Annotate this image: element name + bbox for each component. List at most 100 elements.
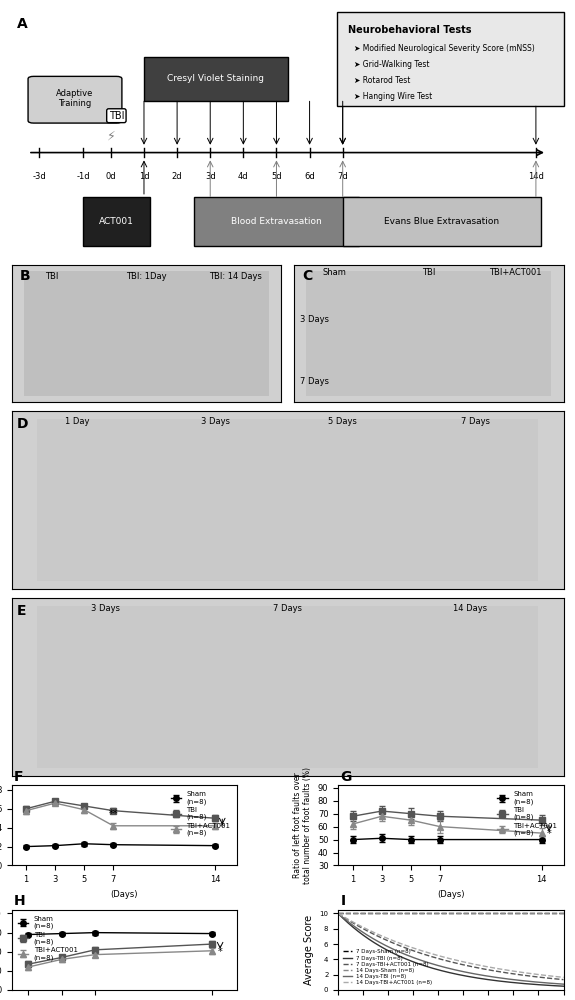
14 Days-TBI+ACT001 (n=8) [519, 967, 526, 979]
Text: *: * [220, 822, 225, 832]
7 Days-TBI (n=8) [469, 971, 476, 983]
14 Days-Sham (n=8) [457, 907, 463, 919]
7 Days-TBI (n=8) [442, 966, 448, 978]
Text: Evans Blue Extravasation: Evans Blue Extravasation [385, 217, 500, 226]
7 Days-Sham (n=8) [442, 907, 448, 919]
14 Days-TBI (n=8) [519, 975, 526, 987]
Legend: Sham
(n=8), TBI
(n=8), TBI+ACT001
(n=8): Sham (n=8), TBI (n=8), TBI+ACT001 (n=8) [15, 913, 81, 963]
14 Days-TBI (n=8) [560, 978, 567, 990]
7 Days-TBI (n=8) [443, 966, 450, 978]
7 Days-TBI+ACT001 (n=8) [469, 961, 476, 973]
Text: 14d: 14d [528, 172, 544, 181]
Text: I: I [340, 894, 346, 908]
Text: *: * [547, 829, 551, 839]
Text: ➤ Grid-Walking Test: ➤ Grid-Walking Test [354, 60, 430, 69]
Text: -1d: -1d [76, 172, 90, 181]
14 Days-Sham (n=8) [442, 907, 448, 919]
14 Days-TBI+ACT001 (n=8) [443, 952, 450, 964]
7 Days-TBI (n=8) [555, 980, 562, 992]
Text: 5d: 5d [271, 172, 282, 181]
14 Days-Sham (n=8) [560, 907, 567, 919]
14 Days-TBI+ACT001 (n=8) [335, 907, 342, 919]
Text: 6d: 6d [304, 172, 315, 181]
14 Days-Sham (n=8) [335, 907, 342, 919]
Text: A: A [17, 17, 28, 31]
Text: G: G [340, 770, 352, 784]
Text: 0d: 0d [106, 172, 116, 181]
Text: ACT001: ACT001 [99, 217, 134, 226]
Text: B: B [20, 269, 30, 283]
14 Days-Sham (n=8) [469, 907, 476, 919]
Text: ➤ Modified Neurological Severity Score (mNSS): ➤ Modified Neurological Severity Score (… [354, 44, 535, 53]
Polygon shape [37, 606, 538, 768]
Text: -3d: -3d [32, 172, 46, 181]
Text: ➤ Hanging Wire Test: ➤ Hanging Wire Test [354, 92, 432, 101]
Text: Blood Extravasation: Blood Extravasation [231, 217, 322, 226]
14 Days-Sham (n=8) [555, 907, 562, 919]
Line: 7 Days-TBI+ACT001 (n=8): 7 Days-TBI+ACT001 (n=8) [338, 913, 564, 980]
7 Days-TBI (n=8) [457, 969, 463, 981]
Text: 7 Days: 7 Days [300, 377, 329, 386]
Text: H: H [14, 894, 25, 908]
Text: Adaptive
Training: Adaptive Training [56, 89, 94, 108]
X-axis label: (Days): (Days) [110, 890, 138, 899]
Text: 5 Days: 5 Days [328, 417, 357, 426]
7 Days-TBI+ACT001 (n=8) [443, 955, 450, 967]
Polygon shape [306, 271, 551, 396]
Text: F: F [14, 770, 23, 784]
Text: 3 Days: 3 Days [91, 604, 120, 613]
Text: ⚡: ⚡ [106, 130, 115, 143]
FancyBboxPatch shape [28, 76, 122, 123]
Text: TBI: 1Day: TBI: 1Day [126, 272, 166, 281]
Text: Cresyl Violet Staining: Cresyl Violet Staining [167, 74, 264, 83]
14 Days-Sham (n=8) [519, 907, 526, 919]
Text: 3d: 3d [205, 172, 216, 181]
7 Days-TBI+ACT001 (n=8) [457, 958, 463, 970]
Line: 14 Days-TBI (n=8): 14 Days-TBI (n=8) [338, 913, 564, 984]
7 Days-TBI+ACT001 (n=8) [442, 954, 448, 966]
Line: 7 Days-TBI (n=8): 7 Days-TBI (n=8) [338, 913, 564, 986]
Polygon shape [37, 419, 538, 581]
14 Days-TBI (n=8) [457, 965, 463, 977]
7 Days-TBI (n=8) [560, 980, 567, 992]
7 Days-TBI+ACT001 (n=8) [560, 974, 567, 986]
14 Days-TBI+ACT001 (n=8) [442, 951, 448, 963]
Legend: 7 Days-Sham (n=8), 7 Days-TBI (n=8), 7 Days-TBI+ACT001 (n=8), 14 Days-Sham (n=8): 7 Days-Sham (n=8), 7 Days-TBI (n=8), 7 D… [341, 947, 434, 987]
7 Days-Sham (n=8) [469, 907, 476, 919]
FancyBboxPatch shape [343, 197, 542, 246]
X-axis label: (Days): (Days) [437, 890, 465, 899]
Text: 3 Days: 3 Days [300, 315, 329, 324]
7 Days-Sham (n=8) [335, 907, 342, 919]
7 Days-TBI (n=8) [335, 907, 342, 919]
Legend: Sham
(n=8), TBI
(n=8), TBI+ACT001
(n=8): Sham (n=8), TBI (n=8), TBI+ACT001 (n=8) [494, 789, 560, 839]
14 Days-TBI+ACT001 (n=8) [555, 971, 562, 983]
Text: 7 Days: 7 Days [461, 417, 490, 426]
14 Days-TBI+ACT001 (n=8) [457, 955, 463, 967]
Text: *: * [218, 947, 223, 957]
Legend: Sham
(n=8), TBI
(n=8), TBI+ACT001
(n=8): Sham (n=8), TBI (n=8), TBI+ACT001 (n=8) [168, 789, 233, 839]
Text: TBI+ACT001: TBI+ACT001 [489, 268, 541, 277]
Text: Sham: Sham [323, 268, 347, 277]
Text: TBI: TBI [45, 272, 59, 281]
14 Days-Sham (n=8) [443, 907, 450, 919]
Text: 3 Days: 3 Days [201, 417, 230, 426]
Text: C: C [302, 269, 313, 283]
Polygon shape [24, 271, 269, 396]
14 Days-TBI (n=8) [442, 961, 448, 973]
Text: 7d: 7d [338, 172, 348, 181]
Text: **: ** [109, 809, 118, 819]
Text: E: E [17, 604, 26, 618]
FancyBboxPatch shape [144, 57, 288, 101]
14 Days-TBI (n=8) [335, 907, 342, 919]
Text: 1d: 1d [139, 172, 150, 181]
FancyBboxPatch shape [337, 12, 564, 106]
FancyBboxPatch shape [194, 197, 359, 246]
Text: 14 Days: 14 Days [453, 604, 486, 613]
7 Days-TBI (n=8) [519, 977, 526, 989]
7 Days-TBI+ACT001 (n=8) [555, 973, 562, 985]
14 Days-TBI (n=8) [555, 978, 562, 990]
Text: ➤ Rotarod Test: ➤ Rotarod Test [354, 76, 410, 85]
Y-axis label: Average Score: Average Score [304, 915, 314, 985]
7 Days-Sham (n=8) [560, 907, 567, 919]
Text: 4d: 4d [238, 172, 248, 181]
